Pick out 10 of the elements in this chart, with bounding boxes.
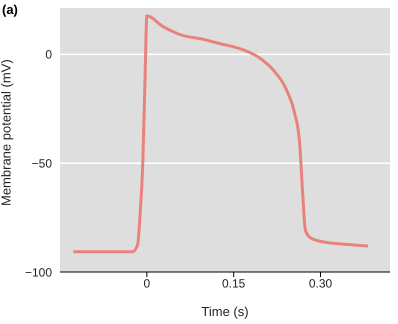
y-tick-label: 0	[45, 48, 52, 62]
x-tick-label: 0	[144, 276, 150, 291]
x-axis-title: Time (s)	[201, 304, 249, 319]
x-tick-label: 0.30	[308, 276, 333, 291]
y-axis-title: Membrane potential (mV)	[0, 59, 14, 206]
y-tick-label: −50	[32, 156, 52, 170]
y-tick-label: −100	[24, 265, 52, 280]
line-series	[72, 14, 370, 254]
chart-title: (a)	[2, 2, 18, 17]
x-tick-label: 0.15	[222, 276, 246, 291]
